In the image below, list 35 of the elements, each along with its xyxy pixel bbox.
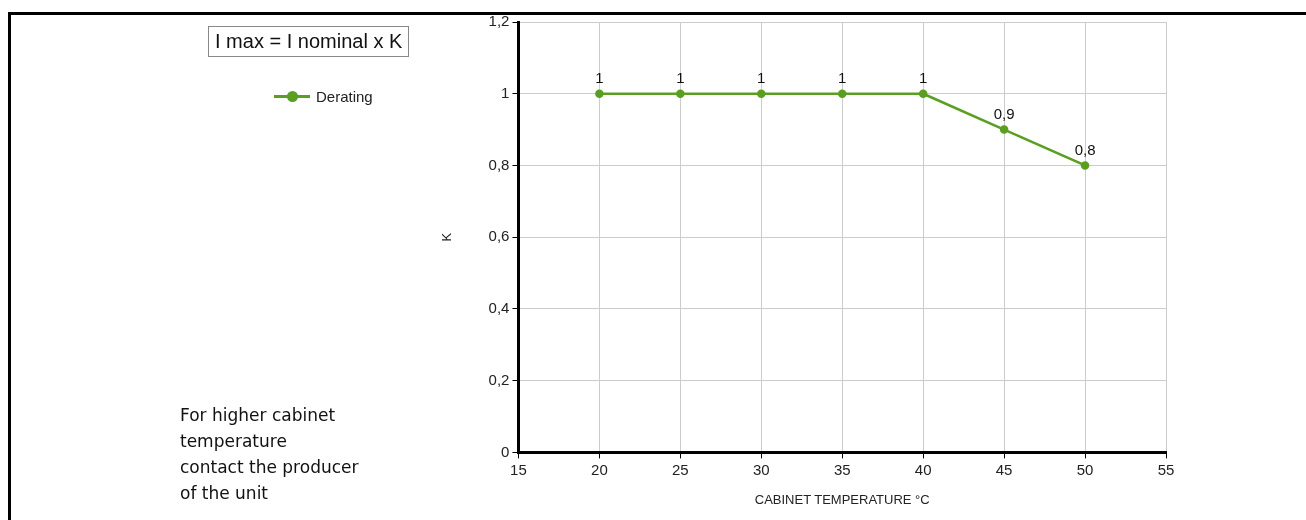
point <box>837 89 847 98</box>
y-axis-title: K <box>439 232 455 242</box>
x-tick-label: 30 <box>752 460 770 478</box>
y-tick-label: 0,4 <box>488 299 510 317</box>
x-tick-label: 25 <box>672 460 689 478</box>
y-tick-label: 0 <box>501 442 510 460</box>
data-label: 0,8 <box>1074 141 1096 159</box>
x-tick-label: 50 <box>1076 460 1094 478</box>
x-tick-label: 40 <box>914 460 932 478</box>
point <box>676 89 685 98</box>
text: I max = I nominal x K <box>208 26 410 57</box>
point <box>1080 161 1090 170</box>
point <box>595 89 604 98</box>
x-tick-label: 55 <box>1157 460 1175 478</box>
y-tick-label: 0,2 <box>488 370 510 388</box>
data-label: 1 <box>595 69 604 87</box>
data-label: 1 <box>919 69 928 87</box>
data-label: 1 <box>676 69 685 87</box>
x-tick-label: 45 <box>995 460 1013 478</box>
point <box>918 89 928 98</box>
data-label: 0,9 <box>993 105 1015 123</box>
point <box>757 89 766 98</box>
x-tick-label: 15 <box>510 460 527 478</box>
y-tick-label: 0,6 <box>488 227 510 245</box>
y-tick-label: 0,8 <box>488 155 510 173</box>
x-tick-label: 20 <box>591 460 608 478</box>
data-label: 1 <box>757 69 766 87</box>
y-tick-label: 1 <box>501 83 510 101</box>
data-label: 1 <box>838 69 847 87</box>
x-axis-title: CABINET TEMPERATURE °C <box>754 491 930 507</box>
point <box>999 125 1009 134</box>
text: For higher cabinet temperature contact the producer of the unit <box>180 404 359 505</box>
x-tick-label: 35 <box>833 460 851 478</box>
y-tick-label: 1,2 <box>488 12 510 30</box>
legend-label: Derating <box>316 88 373 105</box>
